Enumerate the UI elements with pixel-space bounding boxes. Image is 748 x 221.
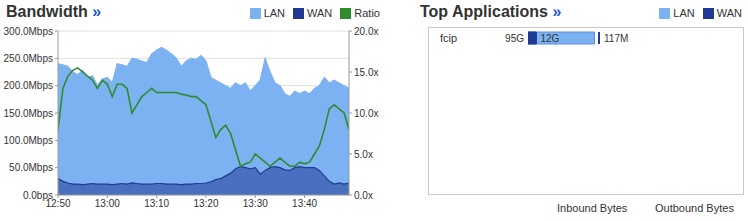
svg-text:300.0Mbps: 300.0Mbps: [8, 26, 53, 37]
svg-text:50.0Mbps: 50.0Mbps: [9, 162, 53, 173]
svg-text:117M: 117M: [604, 33, 628, 44]
svg-text:200.0Mbps: 200.0Mbps: [8, 80, 53, 91]
html-text:Ratio: Ratio: [354, 7, 380, 19]
svg-text:0.0bps: 0.0bps: [23, 190, 53, 201]
html-text:Inbound Bytes: Inbound Bytes: [557, 202, 628, 214]
html-text:LAN: LAN: [263, 7, 285, 19]
html-text:Bandwidth »: Bandwidth »: [6, 3, 102, 20]
html-text:WAN: WAN: [307, 7, 333, 19]
html-text:LAN: LAN: [673, 7, 695, 19]
svg-text:13:30: 13:30: [243, 198, 268, 209]
html-text:Top Applications »: Top Applications »: [420, 3, 562, 20]
svg-text:15.0x: 15.0x: [354, 67, 378, 78]
svg-text:12:50: 12:50: [45, 198, 71, 210]
svg-text:20.0x: 20.0x: [354, 26, 378, 37]
svg-text:100.0Mbps: 100.0Mbps: [8, 135, 53, 146]
svg-text:10.0x: 10.0x: [354, 108, 378, 119]
svg-text:13:20: 13:20: [193, 198, 218, 209]
svg-text:95G: 95G: [505, 33, 524, 44]
html-text:WAN: WAN: [716, 7, 742, 19]
svg-text:250.0Mbps: 250.0Mbps: [8, 53, 53, 64]
html-text:Outbound Bytes: Outbound Bytes: [655, 202, 734, 214]
svg-text:5.0x: 5.0x: [354, 149, 373, 160]
svg-text:150.0Mbps: 150.0Mbps: [8, 108, 53, 119]
svg-text:fcip: fcip: [440, 32, 457, 44]
svg-text:13:00: 13:00: [95, 198, 120, 209]
svg-text:13:40: 13:40: [292, 198, 317, 209]
svg-text:0.0x: 0.0x: [354, 190, 373, 201]
svg-text:13:10: 13:10: [144, 198, 169, 209]
svg-text:12G: 12G: [540, 33, 559, 44]
